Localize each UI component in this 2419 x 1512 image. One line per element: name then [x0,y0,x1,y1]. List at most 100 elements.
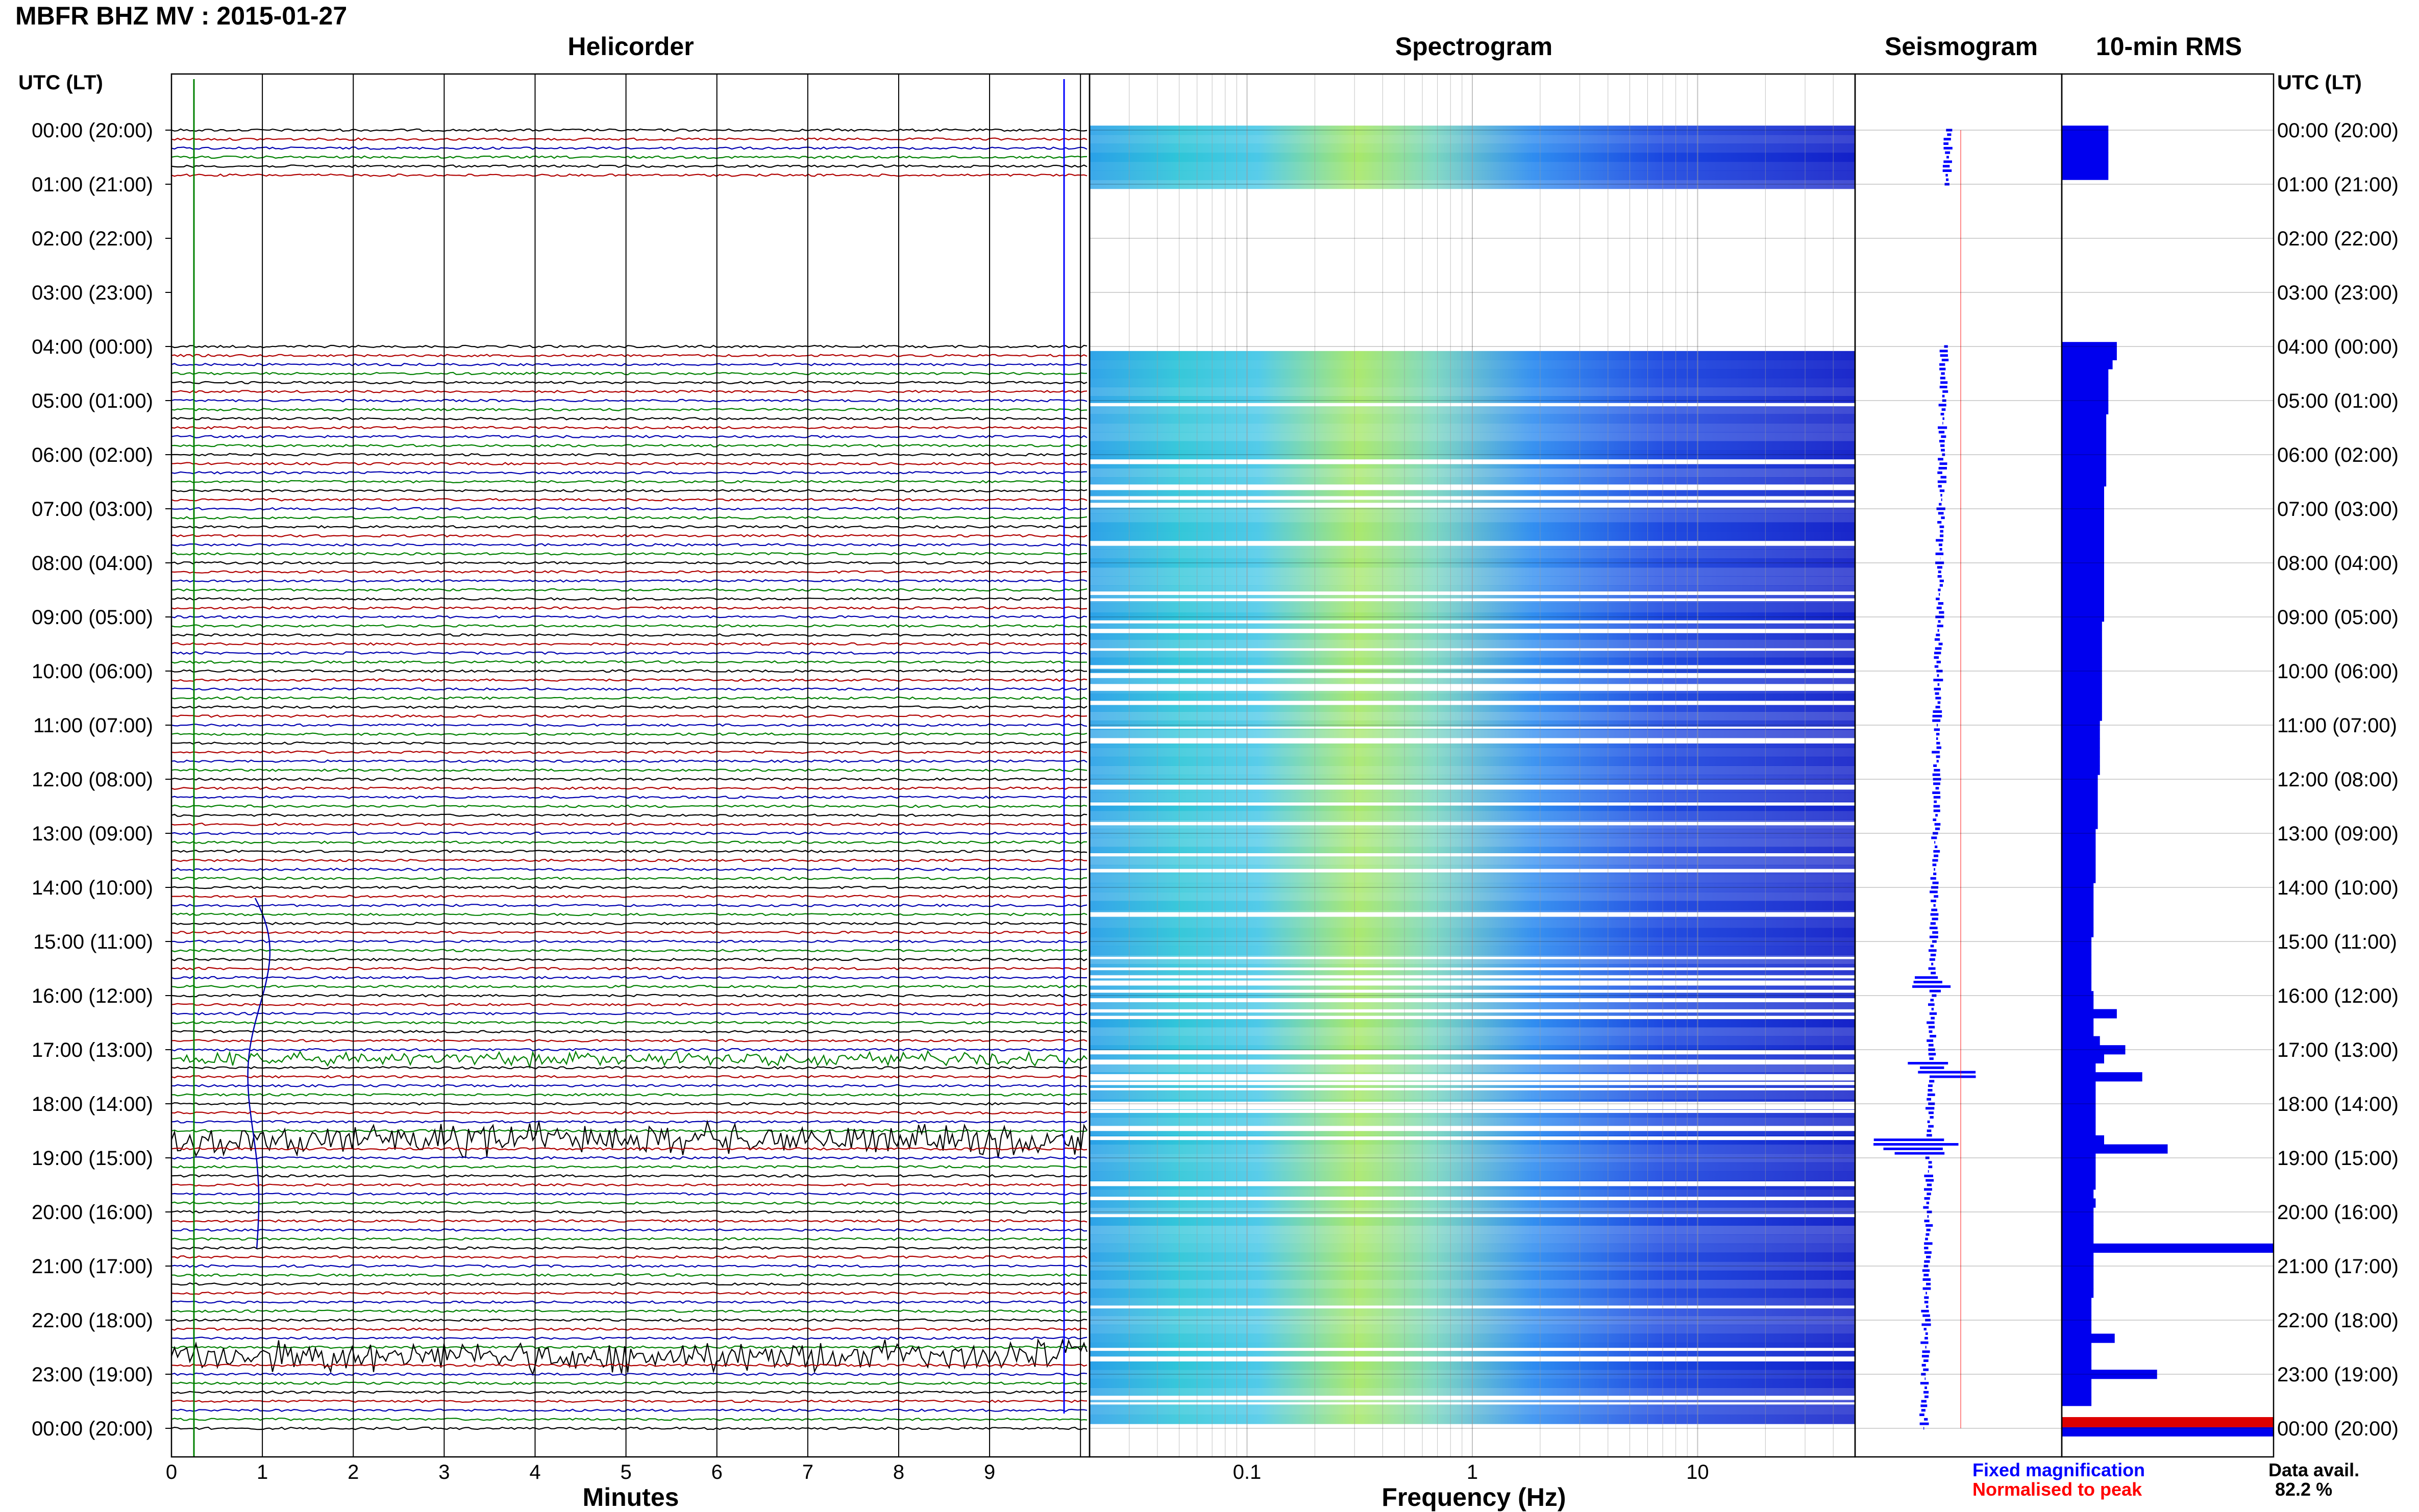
data-avail-value: 82.2 % [2275,1479,2333,1500]
y-tick-label-right: 21:00 (17:00) [2277,1255,2399,1278]
rms-bar [2062,1370,2157,1379]
helicorder-trace [171,443,1088,448]
rms-bar [2062,1316,2092,1325]
y-tick-label-left: 10:00 (06:00) [32,660,153,683]
helicorder-trace [171,786,1088,790]
rms-bar [2062,1054,2104,1063]
helicorder-trace [171,714,1088,718]
helicorder-trace [171,597,1088,601]
helicorder-trace [171,1021,1088,1025]
rms-bar [2062,468,2107,478]
helicorder-trace [171,1111,1088,1115]
helicorder-trace [171,615,1088,619]
rms-bar [2062,153,2109,162]
main-title: MBFR BHZ MV : 2015-01-27 [15,2,348,30]
helicorder-trace [171,534,1088,538]
helicorder-trace [171,1246,1088,1250]
helicorder-trace [171,435,1088,439]
helicorder-trace [171,552,1088,556]
rms-bar [2062,540,2104,550]
helicorder-trace [171,1120,1088,1124]
helicorder-trace [171,1102,1088,1106]
rms-bar [2062,414,2107,424]
rms-bar [2062,1378,2092,1388]
helicorder-trace [171,561,1088,565]
helicorder-trace [171,1417,1088,1421]
helicorder-trace [171,949,1088,953]
rms-bar [2062,675,2102,685]
rms-bar [2062,666,2102,676]
helicorder-trace [171,453,1088,457]
helicorder-trace [171,895,1088,899]
helicorder-trace [171,858,1088,862]
utc-header-right: UTC (LT) [2277,71,2362,94]
rms-bar [2062,1288,2094,1298]
helicorder-trace [171,362,1088,366]
rms-bar [2062,874,2096,883]
rms-bar [2062,522,2104,532]
helicorder-trace [171,903,1088,907]
rms-bar [2062,1234,2094,1244]
y-tick-label-left: 15:00 (11:00) [33,931,153,953]
rms-bar [2062,1198,2096,1208]
rms-bar [2062,847,2096,856]
helicorder-trace [171,1345,1088,1349]
y-tick-label-right: 22:00 (18:00) [2277,1309,2399,1332]
rms-bar [2062,1306,2092,1316]
rms-bar [2062,738,2100,748]
rms-bar [2062,594,2104,604]
rms-bar [2062,1297,2092,1307]
rms-bar [2062,459,2107,468]
y-tick-label-right: 01:00 (21:00) [2277,173,2399,196]
helicorder-trace [171,354,1088,358]
rms-bar [2062,1162,2096,1172]
y-tick-label-right: 06:00 (02:00) [2277,444,2399,466]
rms-bar [2062,864,2096,874]
rms-bar [2062,369,2109,379]
y-tick-label-left: 22:00 (18:00) [32,1309,153,1332]
helicorder-trace [171,371,1088,376]
rms-bar [2062,883,2094,893]
rms-bar [2062,134,2109,144]
rms-bar [2062,405,2109,414]
helicorder-x-tick: 4 [529,1461,540,1483]
helicorder-trace [171,128,1088,132]
helicorder-trace [171,480,1088,484]
rms-bar [2062,1126,2096,1136]
helicorder-trace [171,1336,1088,1340]
helicorder-trace [171,876,1087,880]
rms-bar [2062,1171,2096,1181]
panel-frame [1854,73,2063,1458]
helicorder-trace [171,994,1088,998]
helicorder-trace [171,867,1088,872]
helicorder-trace [171,1327,1088,1331]
rms-bar [2062,1099,2096,1109]
rms-bar [2062,702,2102,712]
helicorder-x-tick: 1 [257,1461,268,1483]
rms-title: 10-min RMS [2095,32,2242,61]
rms-bar [2062,1045,2126,1055]
rms-bar [2062,621,2102,631]
rms-bar [2062,856,2096,865]
helicorder-trace [171,642,1088,646]
y-tick-label-right: 17:00 (13:00) [2277,1039,2399,1061]
helicorder-trace [171,1065,1088,1070]
rms-bar [2062,783,2098,793]
rms-bar [2062,748,2100,757]
rms-bar [2062,802,2098,811]
helicorder-trace [171,1147,1088,1151]
helicorder-trace [171,976,1088,980]
rms-bar [2062,1063,2096,1073]
helicorder-trace [171,1264,1088,1268]
y-tick-label-left: 17:00 (13:00) [32,1039,153,1061]
rms-bar [2062,837,2096,847]
helicorder-trace [171,804,1088,808]
y-tick-label-right: 03:00 (23:00) [2277,282,2399,304]
seismogram-traces [1873,129,1976,1430]
helicorder-longperiod-swing [247,898,271,1249]
helicorder-trace [171,1219,1088,1223]
rms-bar [2062,342,2117,352]
rms-bar [2062,1180,2096,1190]
helicorder-trace [171,1201,1088,1205]
helicorder-title: Helicorder [567,32,694,61]
